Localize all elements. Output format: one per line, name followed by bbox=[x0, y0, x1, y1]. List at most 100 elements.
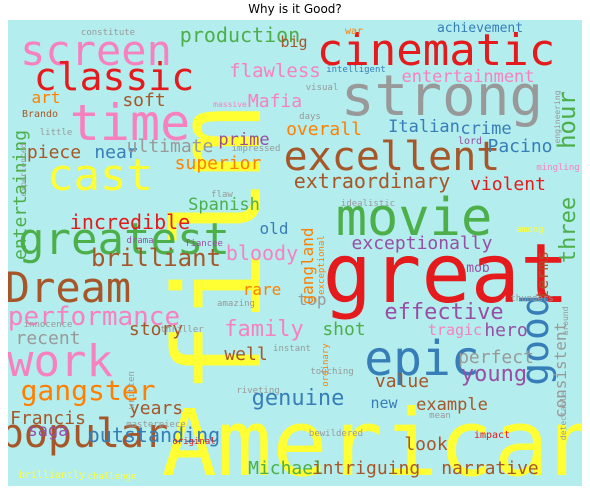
word-saga: saga bbox=[28, 421, 69, 441]
word-movie: movie bbox=[336, 188, 493, 248]
word-family: family bbox=[224, 317, 303, 342]
word-exceptionally: exceptionally bbox=[352, 233, 493, 254]
word-narrative: narrative bbox=[441, 458, 539, 479]
word-brilliantly: brilliantly bbox=[19, 470, 85, 481]
word-crime: crime bbox=[460, 119, 511, 139]
word-example: example bbox=[416, 395, 488, 415]
word-extraordinary: extraordinary bbox=[294, 169, 451, 193]
word-spanish: Spanish bbox=[188, 195, 260, 215]
word-well: well bbox=[224, 344, 267, 365]
word-greatest: greatest bbox=[18, 214, 230, 265]
word-top: top bbox=[298, 290, 327, 309]
word-visual: visual bbox=[306, 83, 339, 93]
word-mean: mean bbox=[429, 411, 451, 421]
word-outstanding: outstanding bbox=[88, 423, 220, 447]
word-pacino: Pacino bbox=[487, 136, 552, 157]
word-gangland: gangland bbox=[298, 227, 317, 304]
word-achievement: achievement bbox=[437, 21, 523, 36]
word-touching: touching bbox=[310, 367, 353, 377]
word-overall: overall bbox=[286, 119, 362, 140]
word-cloud: film American great strong movie cinematic tim… bbox=[8, 20, 582, 486]
word-constitute: constitute bbox=[81, 28, 135, 38]
word-fiancee: fiancee bbox=[185, 239, 223, 249]
word-recent: recent bbox=[15, 328, 80, 349]
word-ultimate: ultimate bbox=[127, 136, 214, 157]
word-art: art bbox=[32, 88, 61, 107]
word-perfect: perfect bbox=[458, 347, 534, 368]
word-soft: soft bbox=[122, 90, 165, 111]
word-instant: instant bbox=[273, 344, 311, 354]
word-big: big bbox=[280, 33, 307, 51]
word-little: little bbox=[40, 128, 73, 138]
word-rare: rare bbox=[243, 280, 282, 299]
word-around: around bbox=[561, 306, 570, 335]
word-near: near bbox=[94, 142, 138, 163]
word-francis: Francis bbox=[10, 408, 86, 429]
word-classic: classic bbox=[34, 55, 194, 99]
word-impressed: impressed bbox=[232, 144, 281, 154]
word-thriller: thriller bbox=[160, 325, 204, 335]
word-lord: lord bbox=[458, 136, 482, 147]
word-written: written bbox=[127, 371, 137, 409]
word-story: story bbox=[129, 319, 183, 340]
word-experienced: experienced bbox=[19, 143, 28, 196]
word-mafia: Mafia bbox=[248, 91, 302, 112]
word-intelligent: intelligent bbox=[326, 65, 386, 75]
word-war: war bbox=[345, 26, 363, 37]
word-cast: cast bbox=[47, 150, 153, 201]
word-excellent: excellent bbox=[284, 134, 501, 180]
word-genuine: genuine bbox=[252, 386, 345, 411]
word-film: film bbox=[150, 106, 289, 395]
word-good: good bbox=[513, 294, 557, 386]
word-hour: hour bbox=[553, 91, 581, 149]
word-brilliant: brilliant bbox=[91, 244, 221, 272]
word-look: look bbox=[404, 434, 448, 455]
word-thunders: thunders bbox=[510, 294, 553, 304]
word-massive: massive bbox=[213, 100, 247, 109]
word-popular: popular bbox=[8, 411, 168, 457]
word-consistent: consistent bbox=[551, 322, 570, 418]
chart-title: Why is it Good? bbox=[248, 2, 342, 16]
word-years: years bbox=[129, 398, 183, 419]
word-incredible: incredible bbox=[70, 210, 190, 234]
word-italian: Italian bbox=[388, 117, 460, 137]
word-performance: performance bbox=[8, 302, 180, 332]
word-flaw: flaw bbox=[211, 190, 233, 200]
word-tragic: tragic bbox=[428, 321, 482, 339]
word-piece: piece bbox=[27, 142, 81, 163]
word-challenge: challenge bbox=[88, 472, 137, 482]
word-michael: Michael bbox=[248, 458, 324, 479]
word-epic: epic bbox=[364, 331, 480, 387]
word-new: new bbox=[370, 394, 398, 412]
word-violent: violent bbox=[470, 174, 546, 195]
word-flawless: flawless bbox=[229, 60, 321, 82]
word-ordinary: ordinary bbox=[321, 343, 331, 387]
word-cinematic: cinematic bbox=[317, 25, 555, 76]
word-drama: drama bbox=[126, 236, 153, 246]
word-time: time bbox=[70, 94, 190, 152]
word-days: days bbox=[299, 112, 321, 122]
word-entertaining: entertaining bbox=[10, 130, 31, 260]
word-superior: superior bbox=[175, 153, 262, 174]
word-exceptional: exceptional bbox=[317, 235, 327, 295]
word-young: young bbox=[461, 362, 527, 387]
word-strong: strong bbox=[341, 64, 543, 129]
word-prime: prime bbox=[218, 130, 269, 150]
word-three: three bbox=[556, 197, 581, 263]
word-gangster: gangster bbox=[21, 374, 156, 407]
word-value: value bbox=[375, 371, 429, 392]
word-dream: Dream bbox=[8, 263, 131, 312]
word-detectable: detectable bbox=[559, 392, 568, 440]
word-mingling: mingling bbox=[536, 163, 579, 173]
word-production: production bbox=[180, 23, 300, 47]
cloud-background bbox=[8, 20, 582, 486]
word-work: work bbox=[8, 336, 113, 387]
word-amazing: amazing bbox=[217, 299, 255, 309]
word-brando: Brando bbox=[22, 109, 58, 120]
word-american: American bbox=[161, 390, 582, 486]
word-original: original bbox=[172, 437, 215, 447]
word-innocence: innocence bbox=[24, 320, 73, 330]
word-masterpiece: masterpiece bbox=[126, 420, 186, 430]
word-among: among bbox=[516, 225, 543, 235]
word-great: great bbox=[323, 227, 570, 322]
